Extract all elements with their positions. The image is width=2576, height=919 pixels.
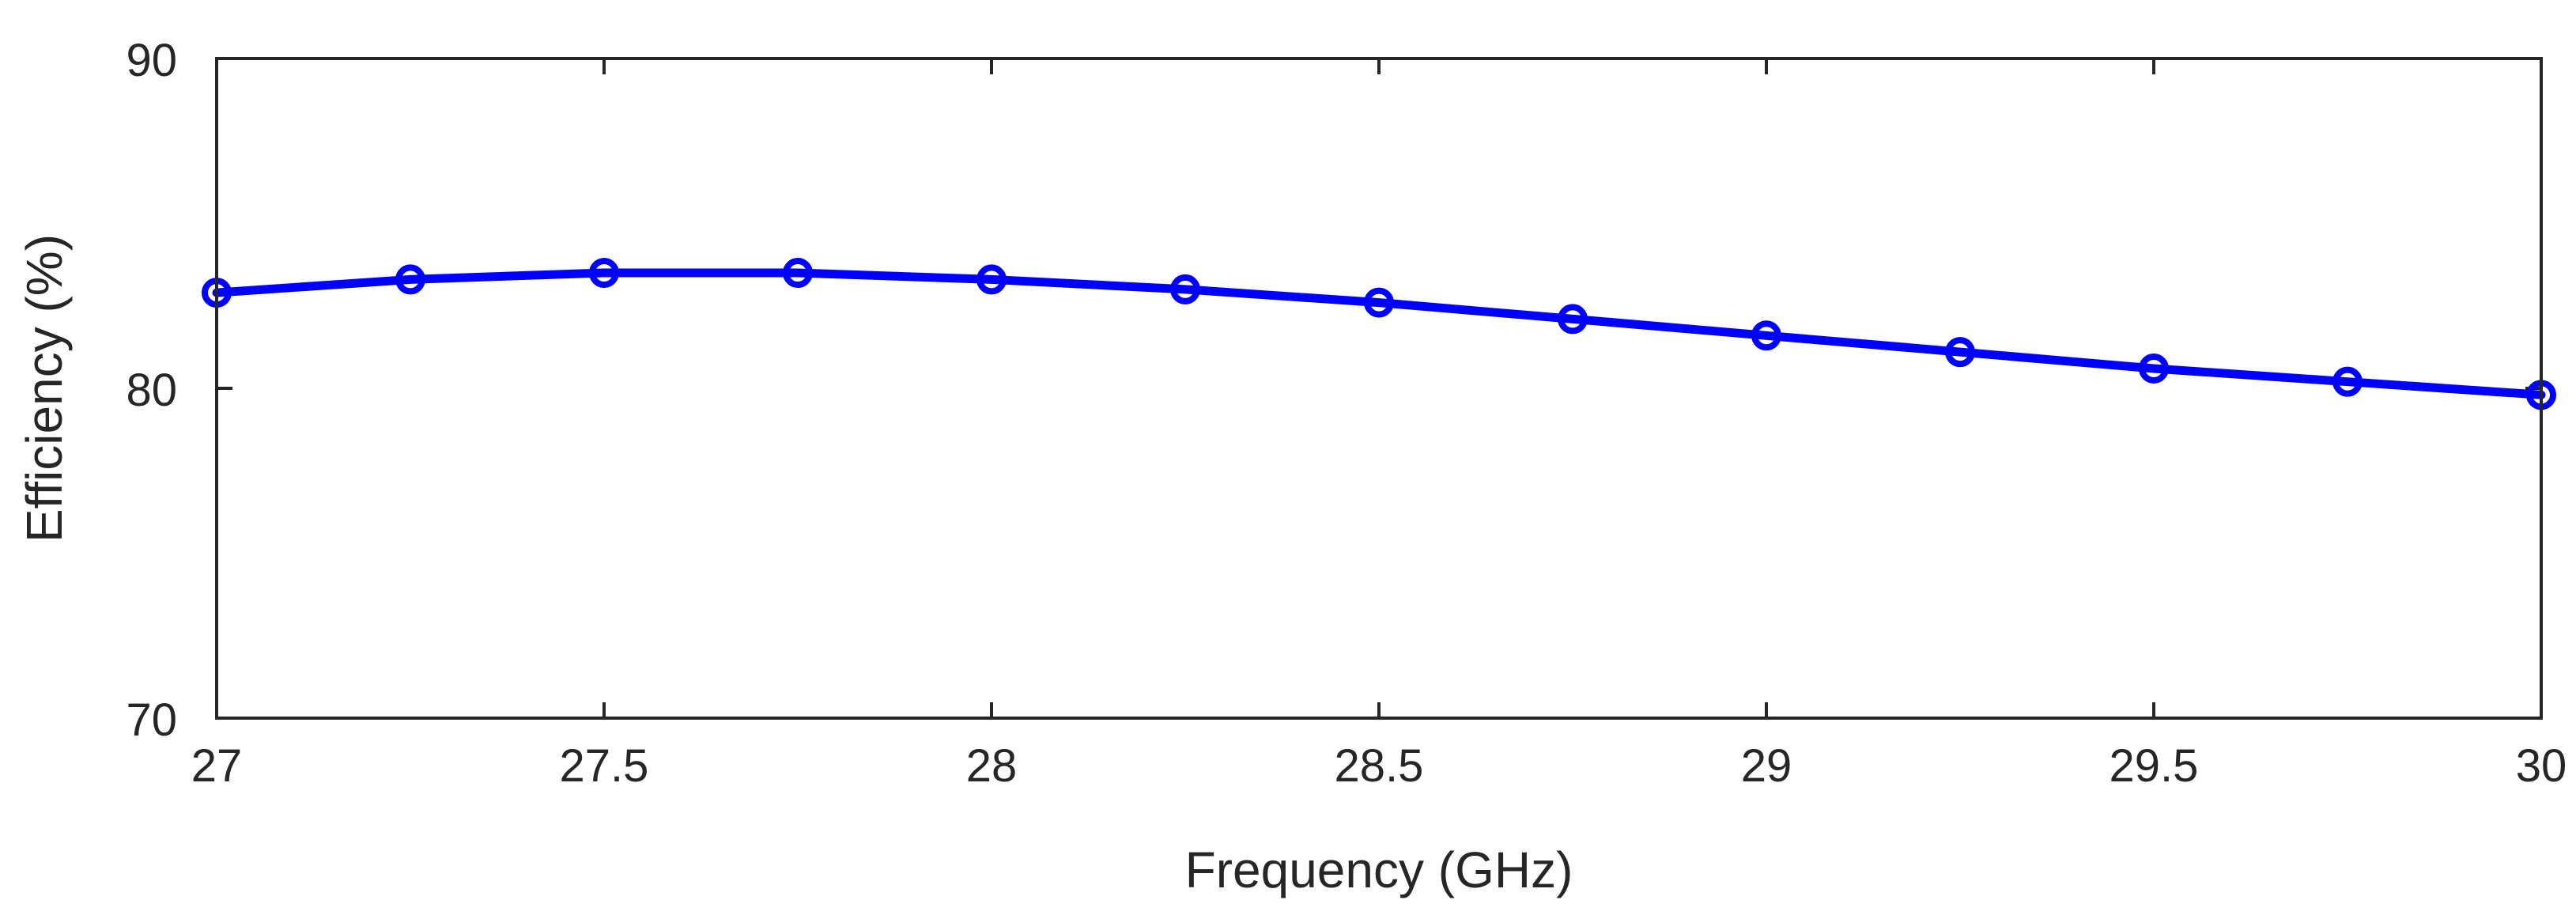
x-tick-label: 29 [1741,740,1792,792]
x-tick-label: 27.5 [560,740,649,792]
y-tick-label: 80 [126,365,177,416]
plot-frame [215,57,2543,720]
y-tick-label: 70 [126,694,177,746]
x-tick-label: 27 [191,740,243,792]
tick-labels: 27 27.5 28 28.5 29 29.5 30 70 80 90 [126,35,2567,792]
data-point [976,264,1007,295]
data-point [1364,287,1394,318]
data-point [395,264,425,295]
x-tick-label: 30 [2516,740,2567,792]
x-axis-label: Frequency (GHz) [1185,841,1573,898]
data-point [2332,366,2363,397]
x-tick-label: 28.5 [1335,740,1424,792]
plot-area [217,59,2541,718]
data-point [1945,337,1975,368]
x-tick-label: 28 [966,740,1018,792]
data-point [1558,304,1588,335]
y-tick-label: 90 [126,35,177,86]
y-axis-label: Efficiency (%) [16,234,73,543]
data-point [1170,274,1200,304]
x-tick-label: 29.5 [2110,740,2199,792]
data-point [589,258,619,289]
data-point [1751,320,1781,351]
series-line [212,268,2546,399]
data-point [783,258,813,289]
data-point [2139,353,2169,384]
